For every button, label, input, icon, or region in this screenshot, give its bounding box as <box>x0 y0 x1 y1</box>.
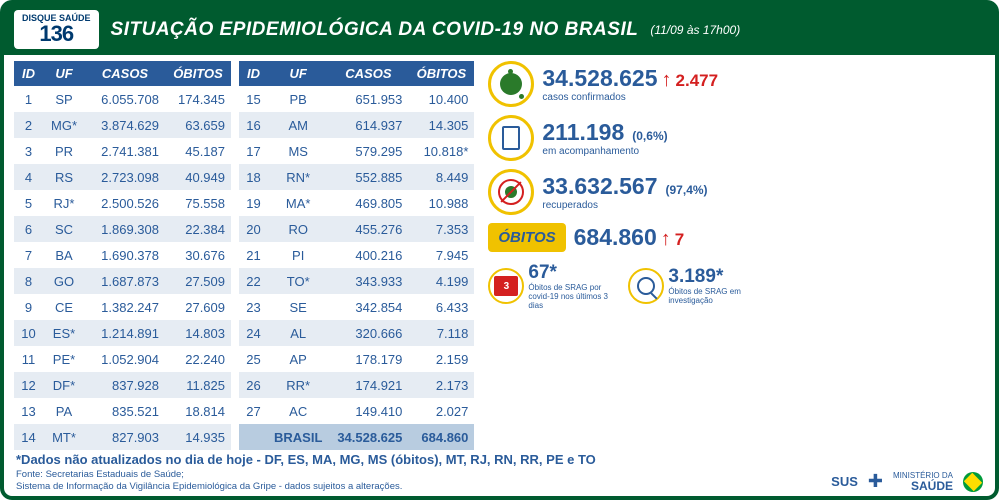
brazil-flag-icon <box>963 472 983 492</box>
title: SITUAÇÃO EPIDEMIOLÓGICA DA COVID-19 NO B… <box>111 19 639 41</box>
stat-srag-3d: 3 67* Óbitos de SRAG por covid-19 nos úl… <box>488 262 608 310</box>
stat-srag-inv: 3.189* Óbitos de SRAG em investigação <box>628 262 748 310</box>
table-row: 18RN*552.8858.449 <box>239 164 474 190</box>
logos: SUS ✚ MINISTÉRIO DA SAÚDE <box>831 471 983 492</box>
table-row: 21PI400.2167.945 <box>239 242 474 268</box>
stat-obitos: ÓBITOS 684.860↑7 <box>488 223 985 252</box>
table-row: 4RS2.723.09840.949 <box>14 164 231 190</box>
table-row: 8GO1.687.87327.509 <box>14 268 231 294</box>
table-row: 12DF*837.92811.825 <box>14 372 231 398</box>
header: DISQUE SAÚDE 136 SITUAÇÃO EPIDEMIOLÓGICA… <box>4 4 995 55</box>
virus-icon <box>488 61 534 107</box>
table-row: 9CE1.382.24727.609 <box>14 294 231 320</box>
table-row: 7BA1.690.37830.676 <box>14 242 231 268</box>
table-row: 23SE342.8546.433 <box>239 294 474 320</box>
total-row: BRASIL34.528.625684.860 <box>239 424 474 450</box>
table-row: 25AP178.1792.159 <box>239 346 474 372</box>
stat-acompanhamento: 211.198(0,6%) em acompanhamento <box>488 115 985 161</box>
clipboard-icon <box>488 115 534 161</box>
tables-region: IDUFCASOSÓBITOS 1SP6.055.708174.3452MG*3… <box>14 61 474 450</box>
table-row: 14MT*827.90314.935 <box>14 424 231 450</box>
table-row: 24AL320.6667.118 <box>239 320 474 346</box>
magnifier-icon <box>628 268 664 304</box>
table-row: 17MS579.29510.818* <box>239 138 474 164</box>
novirus-icon <box>488 169 534 215</box>
table-row: 6SC1.869.30822.384 <box>14 216 231 242</box>
table-row: 16AM614.93714.305 <box>239 112 474 138</box>
table-left: IDUFCASOSÓBITOS 1SP6.055.708174.3452MG*3… <box>14 61 231 450</box>
footnote: *Dados não atualizados no dia de hoje - … <box>16 452 983 467</box>
table-row: 27AC149.4102.027 <box>239 398 474 424</box>
table-row: 20RO455.2767.353 <box>239 216 474 242</box>
table-row: 1SP6.055.708174.345 <box>14 86 231 112</box>
stat-confirmados: 34.528.625↑2.477 casos confirmados <box>488 61 985 107</box>
timestamp: (11/09 às 17h00) <box>650 23 740 37</box>
table-row: 5RJ*2.500.52675.558 <box>14 190 231 216</box>
table-row: 19MA*469.80510.988 <box>239 190 474 216</box>
disque-saude-badge: DISQUE SAÚDE 136 <box>14 10 99 49</box>
table-row: 10ES*1.214.89114.803 <box>14 320 231 346</box>
stat-recuperados: 33.632.567(97,4%) recuperados <box>488 169 985 215</box>
table-right: IDUFCASOSÓBITOS 15PB651.95310.40016AM614… <box>239 61 474 450</box>
table-row: 2MG*3.874.62963.659 <box>14 112 231 138</box>
table-row: 26RR*174.9212.173 <box>239 372 474 398</box>
stats-panel: 34.528.625↑2.477 casos confirmados 211.1… <box>482 61 985 450</box>
table-row: 11PE*1.052.90422.240 <box>14 346 231 372</box>
table-row: 22TO*343.9334.199 <box>239 268 474 294</box>
calendar-icon: 3 <box>488 268 524 304</box>
table-row: 3PR2.741.38145.187 <box>14 138 231 164</box>
table-row: 15PB651.95310.400 <box>239 86 474 112</box>
table-row: 13PA835.52118.814 <box>14 398 231 424</box>
